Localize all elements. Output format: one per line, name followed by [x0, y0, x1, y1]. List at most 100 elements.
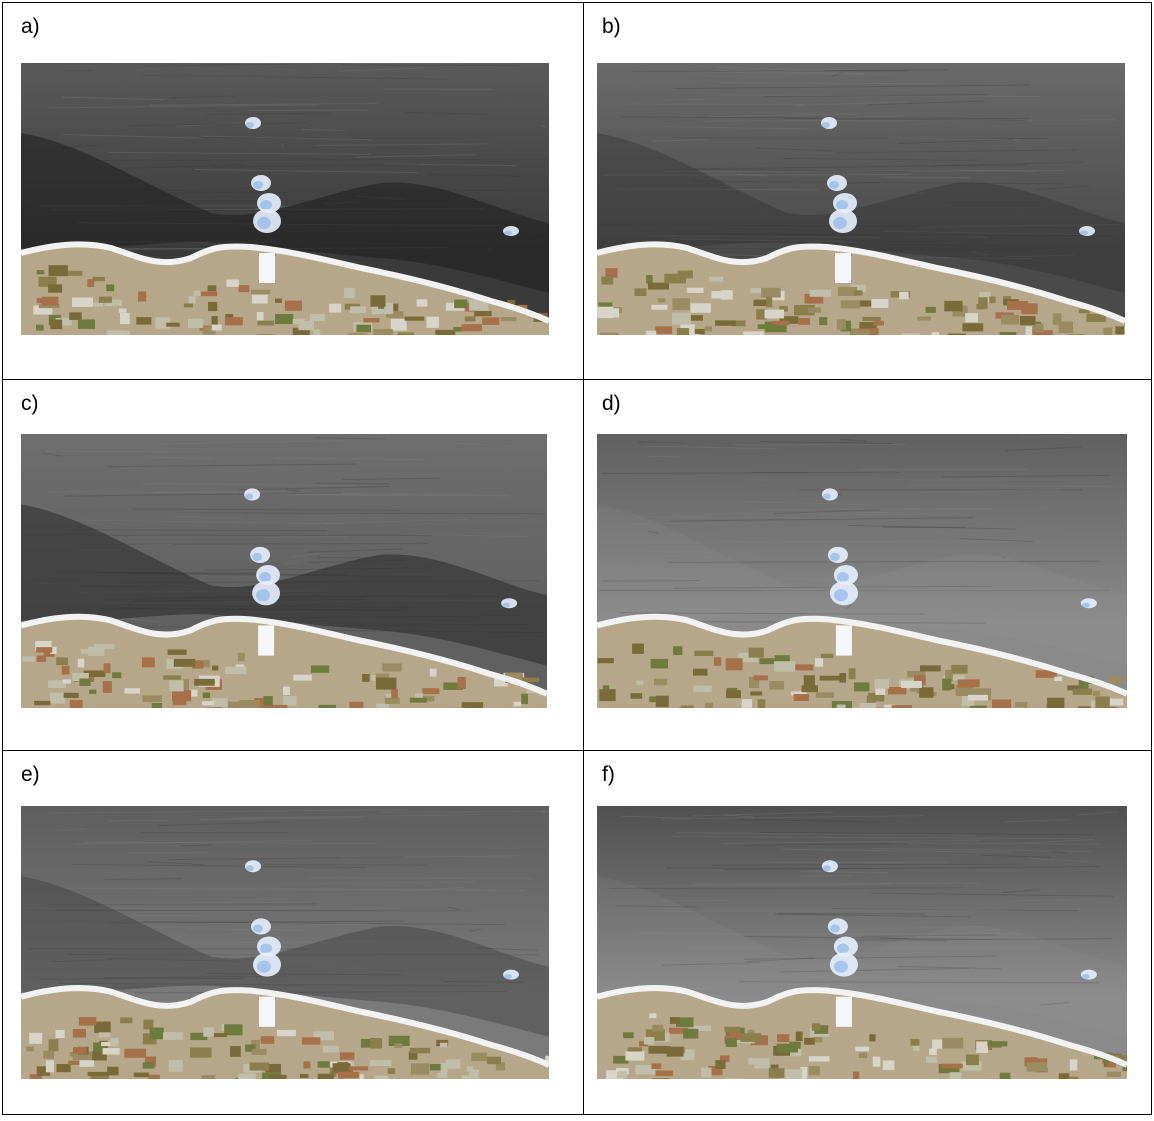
- field: [673, 646, 682, 655]
- field: [804, 1038, 815, 1045]
- field: [672, 313, 691, 325]
- field: [120, 1017, 132, 1023]
- field: [370, 1038, 381, 1049]
- field: [658, 298, 665, 302]
- cloud: [837, 572, 849, 582]
- field: [398, 332, 414, 335]
- field: [869, 1034, 875, 1041]
- field: [1007, 301, 1028, 310]
- field: [631, 693, 643, 699]
- field: [687, 288, 704, 293]
- field: [913, 1046, 919, 1051]
- field: [1034, 324, 1043, 334]
- field: [263, 696, 272, 705]
- field: [68, 271, 82, 276]
- field: [277, 1030, 296, 1036]
- field: [810, 290, 831, 297]
- field: [208, 285, 217, 291]
- field: [871, 299, 888, 308]
- figure-cell: b): [584, 3, 1154, 373]
- field: [385, 698, 400, 704]
- cloud: [836, 200, 848, 210]
- field: [257, 334, 273, 335]
- cloud: [259, 572, 271, 582]
- field: [821, 654, 834, 658]
- field: [966, 1054, 979, 1065]
- field: [55, 1030, 64, 1038]
- field: [951, 665, 967, 674]
- field: [726, 1038, 737, 1047]
- field: [189, 297, 196, 304]
- field: [651, 305, 667, 310]
- field: [103, 1048, 120, 1054]
- field: [120, 313, 130, 324]
- field: [932, 1040, 943, 1049]
- field: [754, 1063, 769, 1068]
- field: [646, 331, 656, 335]
- field: [690, 315, 703, 321]
- field: [919, 687, 933, 697]
- field: [726, 690, 741, 698]
- field: [944, 301, 962, 311]
- field: [142, 695, 162, 702]
- field: [188, 319, 203, 328]
- field: [809, 1056, 829, 1061]
- field: [837, 705, 846, 708]
- field: [110, 1038, 118, 1046]
- field: [375, 1076, 388, 1079]
- field: [656, 696, 669, 708]
- field: [482, 317, 499, 324]
- field: [405, 317, 425, 321]
- field: [391, 689, 398, 698]
- field: [183, 679, 189, 691]
- field: [49, 1039, 59, 1051]
- urban-patch: [258, 625, 274, 655]
- field: [604, 308, 619, 317]
- satellite-image: [597, 63, 1125, 335]
- field: [112, 672, 121, 678]
- field: [212, 665, 218, 670]
- field: [48, 284, 62, 292]
- field: [458, 677, 466, 689]
- field: [899, 292, 908, 300]
- field: [194, 291, 201, 296]
- field: [298, 321, 313, 330]
- field: [892, 705, 912, 708]
- field: [754, 675, 768, 680]
- field: [655, 1071, 673, 1077]
- field: [926, 307, 936, 313]
- field: [257, 321, 274, 326]
- panel-label: e): [21, 763, 40, 787]
- field: [989, 297, 995, 304]
- field: [968, 695, 988, 701]
- panel-label: b): [602, 15, 621, 39]
- field: [942, 679, 951, 691]
- field: [238, 653, 245, 661]
- field: [740, 1033, 761, 1042]
- field: [310, 314, 325, 321]
- field: [794, 694, 809, 701]
- field: [958, 679, 980, 687]
- field: [150, 1028, 164, 1040]
- field: [601, 277, 613, 285]
- cloud: [257, 217, 271, 229]
- field: [202, 1075, 216, 1079]
- field: [163, 675, 181, 679]
- field: [932, 332, 939, 335]
- cloud: [245, 493, 253, 499]
- field: [300, 1074, 309, 1078]
- field: [965, 313, 978, 322]
- cloud: [252, 553, 262, 561]
- field: [376, 678, 396, 690]
- cloud: [830, 924, 840, 932]
- field: [119, 309, 127, 313]
- field: [714, 657, 721, 665]
- field: [252, 295, 268, 304]
- field: [323, 1046, 339, 1053]
- field: [437, 1073, 447, 1078]
- field: [394, 1043, 402, 1048]
- field: [94, 1022, 111, 1033]
- field: [46, 1060, 54, 1072]
- field: [789, 1042, 800, 1049]
- field: [64, 693, 79, 698]
